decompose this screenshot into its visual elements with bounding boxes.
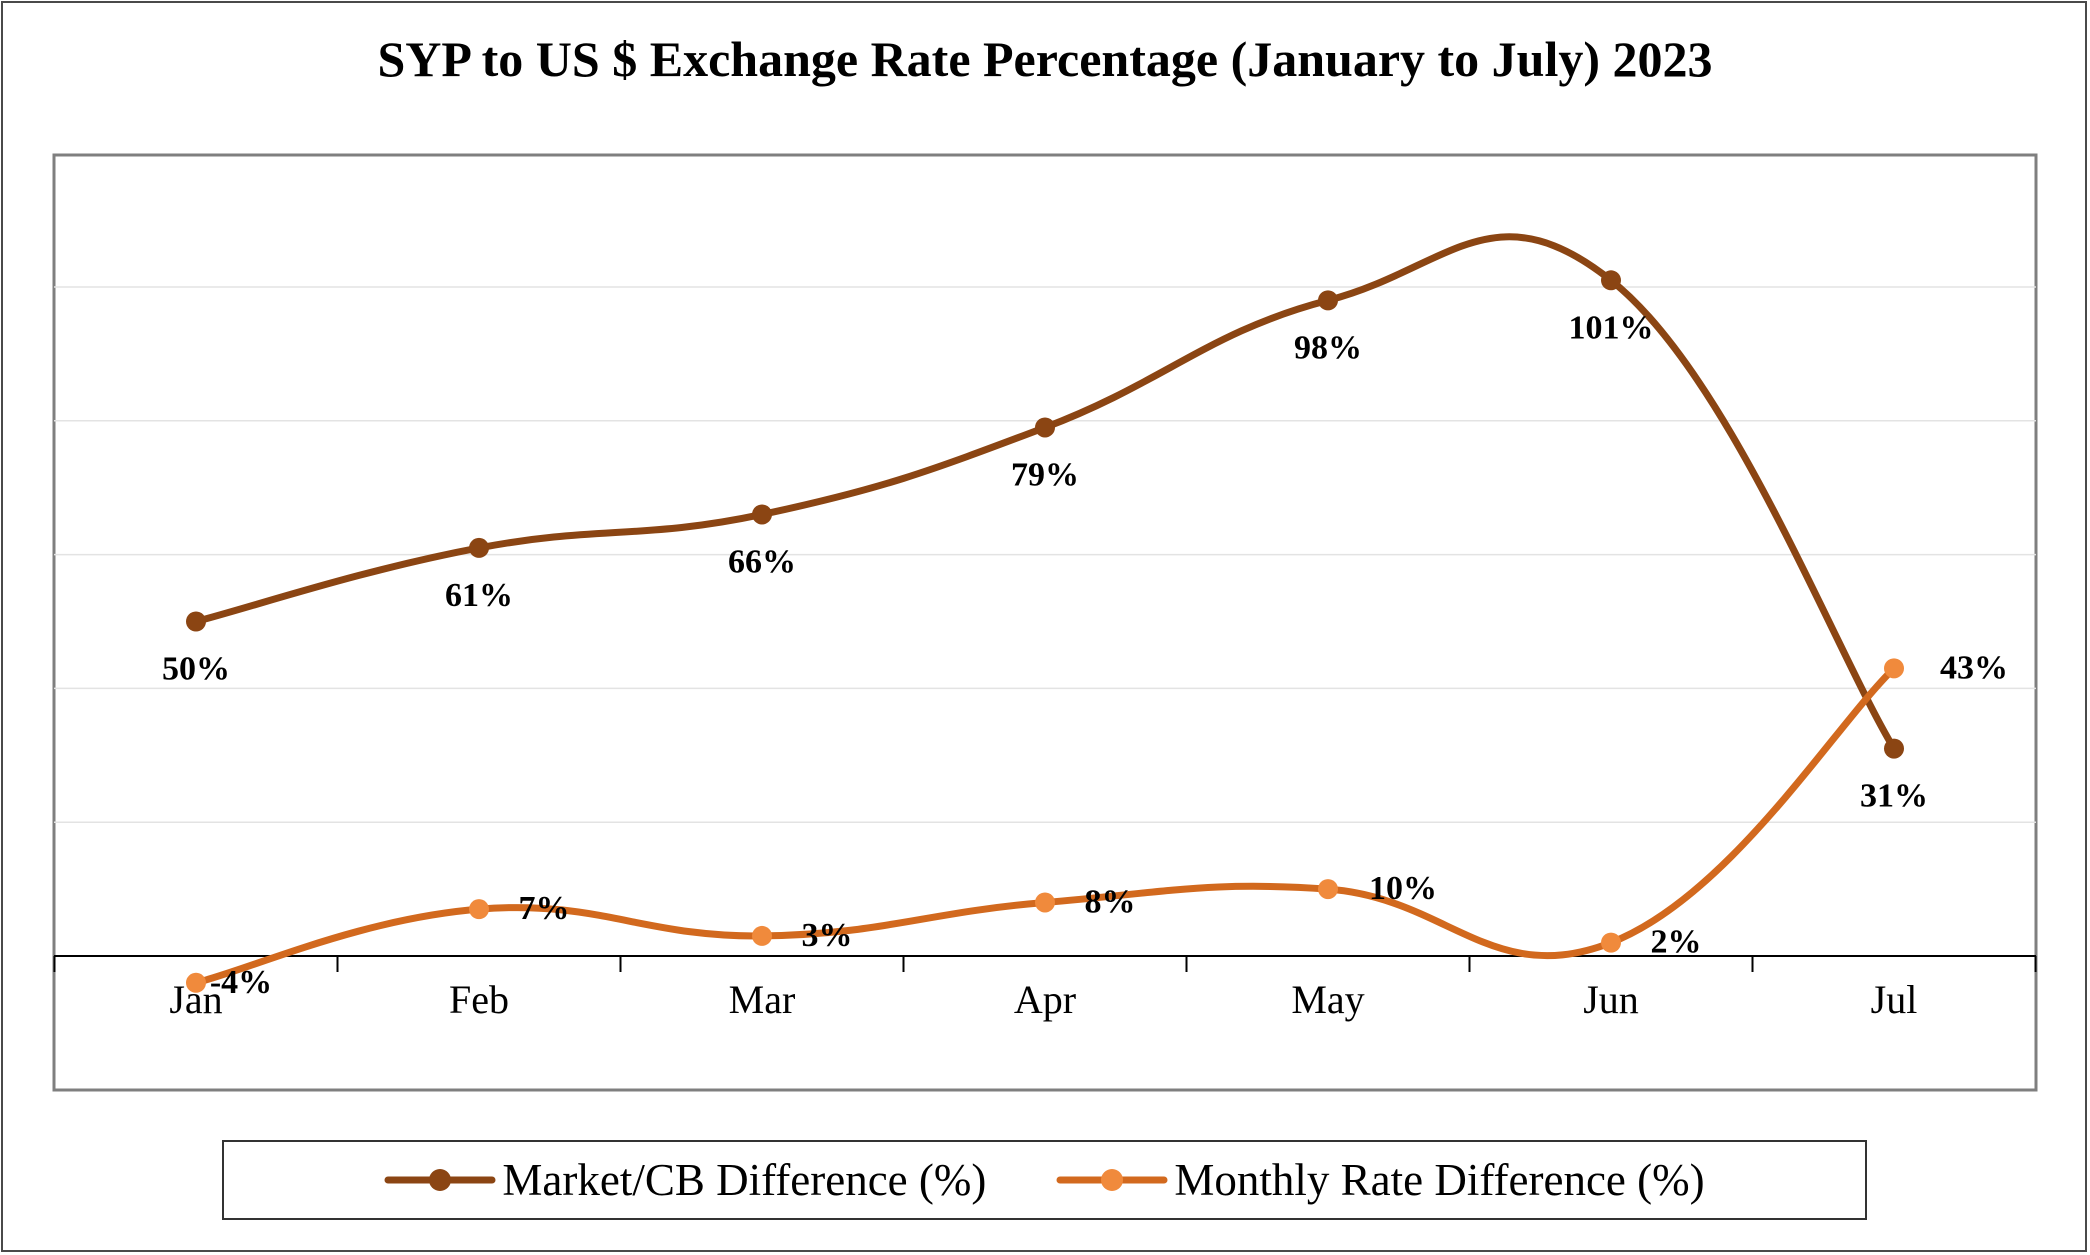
- legend-swatch-monthly-rate: [1056, 1169, 1168, 1191]
- data-label: 3%: [802, 917, 853, 954]
- legend-swatch-market-cb: [384, 1169, 496, 1191]
- data-label: 8%: [1085, 883, 1136, 920]
- data-point: [1601, 932, 1621, 953]
- data-point: [1884, 658, 1904, 679]
- data-label: 50%: [162, 651, 230, 688]
- legend-item-market-cb: Market/CB Difference (%): [384, 1154, 986, 1206]
- data-label: 101%: [1569, 309, 1654, 346]
- legend-label-market-cb: Market/CB Difference (%): [502, 1155, 987, 1205]
- data-point: [1035, 417, 1055, 438]
- series-line: [192, 664, 1898, 987]
- data-point: [186, 972, 206, 993]
- data-label: 10%: [1369, 870, 1437, 907]
- x-tick-label: Mar: [729, 977, 796, 1022]
- data-point: [752, 504, 772, 525]
- x-tick-label: Apr: [1014, 977, 1076, 1022]
- x-tick-label: May: [1291, 977, 1364, 1022]
- data-point: [752, 925, 772, 946]
- chart-legend: Market/CB Difference (%) Monthly Rate Di…: [222, 1140, 1867, 1220]
- data-label: 43%: [1940, 649, 2008, 686]
- plot-area: [52, 153, 2038, 1092]
- data-point: [1035, 892, 1055, 913]
- data-label: 7%: [519, 890, 570, 927]
- data-point: [1884, 738, 1904, 759]
- data-point: [469, 537, 489, 558]
- legend-item-monthly-rate: Monthly Rate Difference (%): [1056, 1154, 1705, 1206]
- data-label: 98%: [1294, 329, 1362, 366]
- x-tick-label: Jul: [1871, 977, 1918, 1022]
- data-point: [1601, 270, 1621, 291]
- x-tick-label: Feb: [449, 977, 509, 1022]
- data-point: [1318, 290, 1338, 311]
- data-label: 79%: [1011, 456, 1079, 493]
- data-label: -4%: [210, 964, 272, 1001]
- data-label: 66%: [728, 543, 796, 580]
- x-tick-label: Jun: [1583, 977, 1639, 1022]
- chart-title: SYP to US $ Exchange Rate Percentage (Ja…: [377, 31, 1713, 87]
- data-label: 2%: [1651, 924, 1702, 961]
- data-point: [1318, 879, 1338, 900]
- data-point: [469, 899, 489, 920]
- legend-label-monthly-rate: Monthly Rate Difference (%): [1174, 1155, 1705, 1205]
- data-point: [186, 611, 206, 632]
- data-label: 31%: [1860, 778, 1928, 815]
- data-label: 61%: [445, 577, 513, 614]
